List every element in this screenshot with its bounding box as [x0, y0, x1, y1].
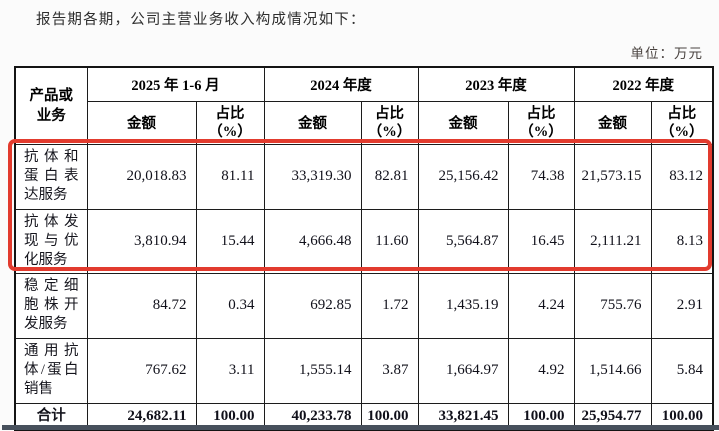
- table-cell: 16.45: [507, 208, 575, 274]
- period-header-2025: 2025 年 1-6 月: [86, 66, 265, 102]
- row-label: 稳定细胞株开发服务: [14, 272, 88, 339]
- corner-header-line2: 业务: [36, 107, 66, 124]
- page-title: 报告期各期，公司主营业务收入构成情况如下：: [36, 12, 366, 28]
- amount-header: 金额: [86, 100, 197, 145]
- table-cell: 3,810.94: [86, 208, 197, 274]
- table-cell: 755.76: [573, 272, 652, 339]
- table-cell: 1,664.97: [417, 337, 509, 404]
- row-label: 抗体和蛋白表达服务: [14, 143, 88, 210]
- table-cell: 1,555.14: [263, 337, 362, 404]
- table-cell: 4,666.48: [263, 208, 362, 274]
- table-cell: 4.92: [507, 337, 575, 404]
- row-label: 抗体发现与优化服务: [14, 208, 88, 274]
- table-cell: 81.11: [195, 143, 265, 210]
- ratio-header: 占比 （%）: [507, 100, 575, 145]
- unit-note: 单位：万元: [630, 46, 703, 61]
- ratio-header: 占比 （%）: [195, 100, 265, 145]
- amount-header: 金额: [263, 100, 362, 145]
- table-cell: 11.60: [360, 208, 419, 274]
- table-cell: 5.84: [650, 337, 714, 404]
- ratio-header-line1: 占比: [526, 105, 556, 122]
- ratio-header: 占比 （%）: [650, 100, 714, 145]
- table-cell: 8.13: [650, 208, 714, 274]
- corner-header-line1: 产品或: [29, 87, 74, 104]
- table-cell: 2.91: [650, 272, 714, 339]
- period-header-2022: 2022 年度: [573, 66, 714, 102]
- table-cell: 21,573.15: [573, 143, 652, 210]
- ratio-header-line2: （%）: [660, 123, 704, 140]
- table-cell: 3.87: [360, 337, 419, 404]
- table-cell: 767.62: [86, 337, 197, 404]
- amount-header: 金额: [417, 100, 509, 145]
- ratio-header-line1: 占比: [667, 105, 697, 122]
- table-row-general-antibody-protein-sales: 通用抗体/蛋白销售 767.62 3.11 1,555.14 3.87 1,66…: [14, 337, 714, 404]
- table-row-antibody-protein-expression: 抗体和蛋白表达服务 20,018.83 81.11 33,319.30 82.8…: [14, 143, 714, 210]
- table-cell: 5,564.87: [417, 208, 509, 274]
- ratio-header: 占比 （%）: [360, 100, 419, 145]
- table-cell: 15.44: [195, 208, 265, 274]
- ratio-header-line2: （%）: [519, 123, 563, 140]
- period-header-2024: 2024 年度: [263, 66, 419, 102]
- bottom-divider-bar: [2, 425, 719, 430]
- period-header-2023: 2023 年度: [417, 66, 575, 102]
- ratio-header-line2: （%）: [367, 123, 412, 140]
- table-cell: 1,435.19: [417, 272, 509, 339]
- ratio-header-line1: 占比: [215, 105, 245, 122]
- table-row-total: 合计 24,682.11 100.00 40,233.78 100.00 33,…: [14, 402, 714, 430]
- row-label: 通用抗体/蛋白销售: [14, 337, 88, 404]
- table-cell: 83.12: [650, 143, 714, 210]
- ratio-header-line2: （%）: [208, 123, 252, 140]
- table-cell: 74.38: [507, 143, 575, 210]
- table-cell: 692.85: [263, 272, 362, 339]
- table-cell: 82.81: [360, 143, 419, 210]
- table-cell: 1.72: [360, 272, 419, 339]
- table-cell: 1,514.66: [573, 337, 652, 404]
- revenue-composition-table: 产品或 业务 2025 年 1-6 月 2024 年度 2023 年度 2022…: [14, 66, 714, 431]
- table-row-antibody-discovery-optimization: 抗体发现与优化服务 3,810.94 15.44 4,666.48 11.60 …: [14, 208, 714, 274]
- table-cell: 33,319.30: [263, 143, 362, 210]
- table-cell: 2,111.21: [573, 208, 652, 274]
- table-cell: 4.24: [507, 272, 575, 339]
- amount-header: 金额: [573, 100, 652, 145]
- ratio-header-line1: 占比: [375, 105, 404, 122]
- table-row-stable-cell-line: 稳定细胞株开发服务 84.72 0.34 692.85 1.72 1,435.1…: [14, 272, 714, 339]
- table-cell: 0.34: [195, 272, 265, 339]
- table-cell: 20,018.83: [86, 143, 197, 210]
- table-cell: 84.72: [86, 272, 197, 339]
- table-cell: 25,156.42: [417, 143, 509, 210]
- table-cell: 3.11: [195, 337, 265, 404]
- corner-header: 产品或 业务: [14, 66, 88, 145]
